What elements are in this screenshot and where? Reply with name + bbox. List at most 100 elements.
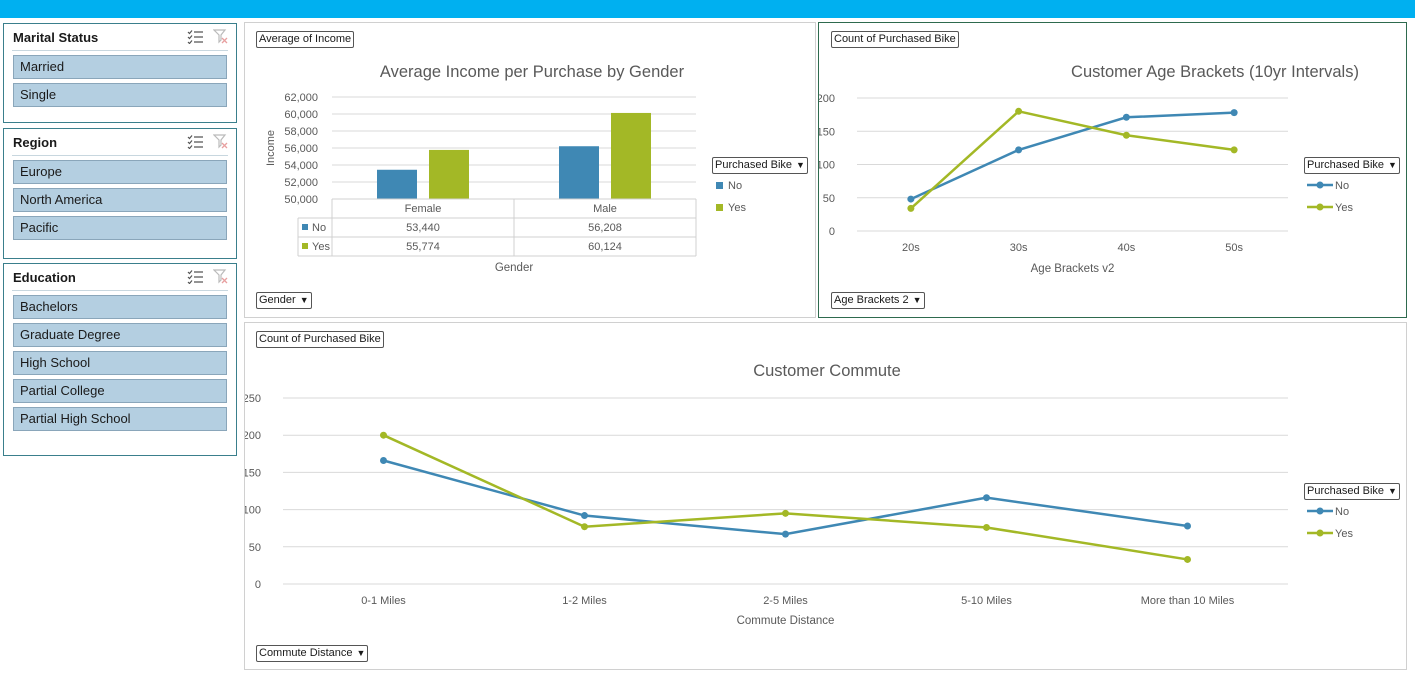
legend-filter-button[interactable]: Purchased Bike ▼ [712, 157, 808, 174]
y-tick-label: 100 [819, 160, 835, 172]
multi-select-icon[interactable] [187, 29, 204, 44]
legend-key-yes [716, 204, 723, 211]
slicer-item-pacific[interactable]: Pacific [13, 216, 227, 240]
chevron-down-icon: ▼ [299, 295, 309, 305]
axis-field-label: Gender [259, 294, 296, 306]
axis-field-label: Age Brackets 2 [834, 294, 909, 306]
legend-marker-yes [1316, 203, 1324, 211]
multi-select-icon[interactable] [187, 134, 204, 149]
legend-label-yes: Yes [1335, 528, 1353, 540]
series-line-no [383, 459, 1188, 536]
axis-field-label: Commute Distance [259, 647, 353, 659]
legend-label-yes: Yes [728, 202, 746, 214]
legend-filter-label: Purchased Bike [715, 159, 793, 171]
slicer-item-married[interactable]: Married [13, 55, 227, 79]
slicer-item-graduate-degree[interactable]: Graduate Degree [13, 323, 227, 347]
chevron-down-icon: ▼ [796, 160, 805, 170]
slicer-item-europe[interactable]: Europe [13, 160, 227, 184]
chart-panel-income[interactable]: Average of Income Average Income per Pur… [244, 22, 816, 318]
legend-marker-no [1316, 181, 1324, 189]
slicer-item-high-school[interactable]: High School [13, 351, 227, 375]
table-legend-key [302, 224, 308, 230]
legend-label-yes: Yes [1335, 202, 1353, 214]
point-yes-0 [907, 204, 915, 212]
income-chart: Average Income per Purchase by Gender 50,… [265, 63, 746, 274]
x-tick-label: 1-2 Miles [562, 595, 607, 607]
bar-yes-female [429, 149, 469, 199]
x-tick-label: 2-5 Miles [763, 595, 808, 607]
y-tick-label: 200 [245, 430, 261, 442]
slicer-title: Education [13, 269, 76, 285]
data-label: 53,440 [406, 222, 440, 234]
legend-marker-yes [1316, 529, 1324, 537]
clear-filter-icon[interactable] [213, 269, 228, 284]
point-yes-3 [983, 523, 990, 531]
point-yes-1 [1015, 107, 1023, 115]
x-tick-label: Male [593, 203, 617, 215]
y-tick-label: 54,000 [284, 160, 318, 172]
slicer-marital-status: Marital Status Married Single [3, 23, 237, 123]
x-tick-label: 40s [1118, 242, 1136, 254]
legend-filter-button[interactable]: Purchased Bike ▼ [1304, 483, 1400, 500]
point-no-0 [380, 456, 387, 464]
axis-field-button[interactable]: Commute Distance ▼ [256, 645, 369, 662]
legend-filter-button[interactable]: Purchased Bike ▼ [1304, 157, 1400, 174]
point-yes-3 [1230, 146, 1238, 154]
slicer-title: Marital Status [13, 29, 99, 45]
y-tick-label: 0 [829, 226, 835, 238]
age-chart: Customer Age Brackets (10yr Intervals) 0 5… [819, 63, 1359, 275]
value-field-button[interactable]: Count of Purchased Bike [256, 331, 384, 348]
point-yes-2 [782, 509, 789, 517]
slicer-item-partial-high-school[interactable]: Partial High School [13, 407, 227, 431]
axis-field-button[interactable]: Age Brackets 2 ▼ [831, 292, 925, 309]
point-no-3 [1230, 109, 1238, 117]
y-tick-label: 250 [245, 393, 261, 405]
bar-yes-male [611, 112, 651, 199]
chart-panel-age[interactable]: Count of Purchased Bike Customer Age Bra… [818, 22, 1407, 318]
x-tick-label: 30s [1010, 242, 1028, 254]
y-tick-label: 50 [823, 193, 835, 205]
slicer-item-single[interactable]: Single [13, 83, 227, 107]
value-field-button[interactable]: Count of Purchased Bike [831, 31, 959, 48]
legend-key-no [716, 182, 723, 189]
legend-filter-label: Purchased Bike [1307, 159, 1385, 171]
table-row-label: Yes [312, 241, 330, 253]
multi-select-icon[interactable] [187, 269, 204, 284]
slicer-divider [12, 155, 228, 156]
commute-chart: Customer Commute 0 50 100 150 200 250 0-1 Miles… [245, 362, 1353, 627]
y-tick-label: 100 [245, 505, 261, 517]
series-line-yes [382, 434, 1188, 561]
slicer-header: Region [4, 129, 236, 155]
clear-filter-icon[interactable] [213, 29, 228, 44]
point-yes-4 [1184, 555, 1191, 563]
bar-no-male [559, 146, 599, 199]
y-tick-label: 56,000 [284, 143, 318, 155]
x-axis-label: Commute Distance [737, 615, 835, 627]
slicer-header: Marital Status [4, 24, 236, 50]
slicer-item-partial-college[interactable]: Partial College [13, 379, 227, 403]
top-ribbon-bar [0, 0, 1415, 18]
legend-label-no: No [728, 180, 742, 192]
slicer-item-bachelors[interactable]: Bachelors [13, 295, 227, 319]
axis-field-button[interactable]: Gender ▼ [256, 292, 312, 309]
value-field-button[interactable]: Average of Income [256, 31, 355, 48]
point-no-3 [983, 494, 990, 502]
chart-panel-commute[interactable]: Count of Purchased Bike Customer Commute… [244, 322, 1407, 670]
y-tick-label: 50,000 [284, 194, 318, 206]
point-no-0 [907, 195, 915, 203]
point-yes-0 [380, 431, 387, 439]
slicer-header: Education [4, 264, 236, 290]
series-line-no [910, 111, 1235, 201]
x-axis-label: Age Brackets v2 [1031, 263, 1115, 275]
clear-filter-icon[interactable] [213, 134, 228, 149]
y-tick-label: 200 [819, 93, 835, 105]
point-no-1 [1015, 146, 1023, 154]
chart-title: Customer Age Brackets (10yr Intervals) [1071, 63, 1359, 81]
point-no-2 [782, 530, 789, 538]
x-tick-label: 0-1 Miles [361, 595, 406, 607]
slicer-region: Region Europe North America Pacific [3, 128, 237, 259]
slicer-divider [12, 50, 228, 51]
y-tick-label: 60,000 [284, 109, 318, 121]
data-label: 60,124 [588, 241, 622, 253]
slicer-item-north-america[interactable]: North America [13, 188, 227, 212]
